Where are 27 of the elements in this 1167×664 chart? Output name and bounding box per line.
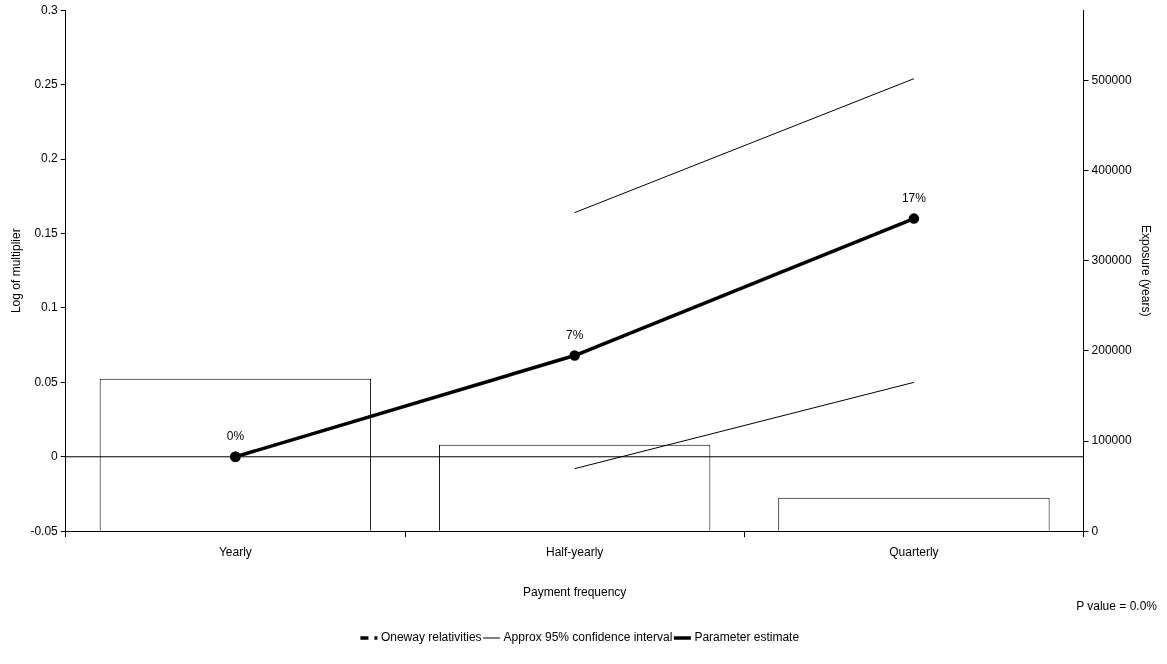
x-axis-title: Payment frequency [522,585,627,600]
y-tick-label: 0.05 [34,374,59,389]
y2-tick-label: 400000 [1091,162,1132,177]
y-tick-label: 0.25 [34,76,59,91]
y2-tick-label: 300000 [1091,253,1132,268]
y2-tick-label: 100000 [1091,433,1132,448]
annotation: 7% [565,327,584,342]
legend-label: Oneway relativities [380,630,482,645]
y2-tick-label: 0 [1091,523,1099,538]
y-tick-label: 0.1 [41,300,59,315]
y-tick-label: 0.15 [34,225,59,240]
x-tick-label: Half-yearly [545,544,604,559]
y2-tick-label: 500000 [1091,72,1132,87]
y2-axis-title: Exposure (years) [1139,225,1154,317]
y-axis-title: Log of multiplier [8,228,23,314]
x-tick-label: Quarterly [889,544,939,559]
legend-label: Parameter estimate [694,630,800,645]
x-tick-label: Yearly [218,544,252,559]
y-tick-label: 0.2 [41,151,59,166]
y-tick-label: 0.3 [41,2,59,17]
legend-label: Approx 95% confidence interval [503,630,673,645]
y-tick-label: -0.05 [30,523,59,538]
text: P value = 0.0% [1076,599,1158,613]
y-tick-label: 0 [51,449,59,464]
annotation: 17% [901,190,927,205]
annotation: 0% [226,429,245,444]
y2-tick-label: 200000 [1091,343,1132,358]
